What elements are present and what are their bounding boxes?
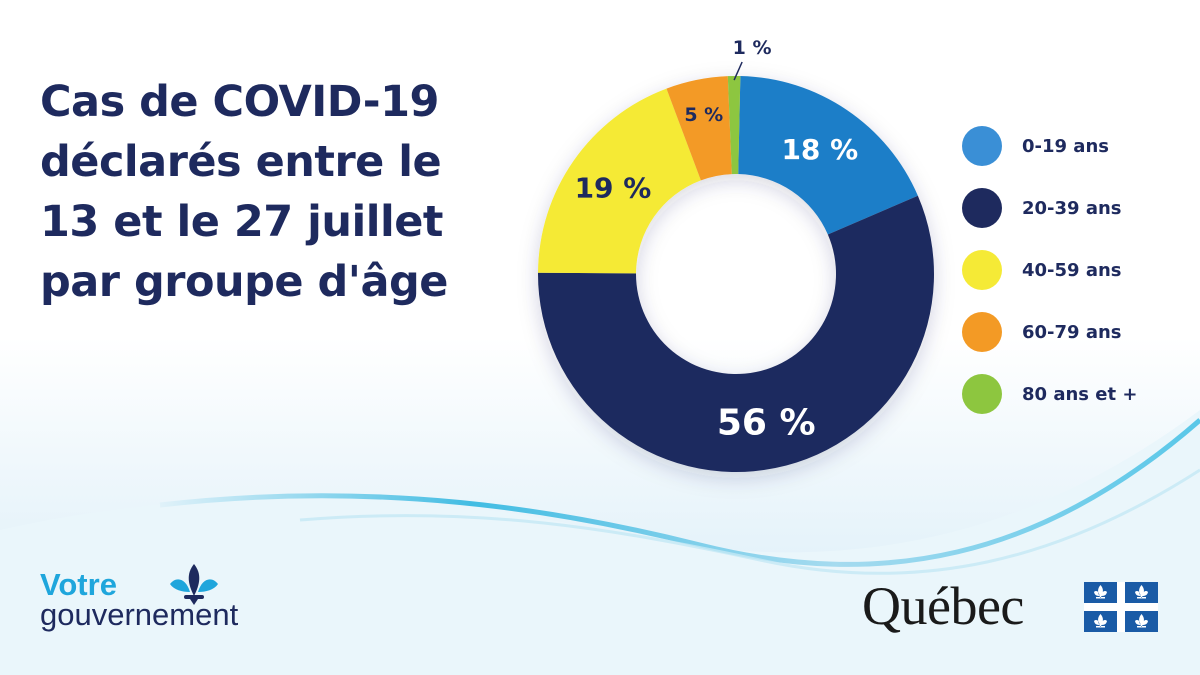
donut-chart: 18 % 56 % 19 % 5 % 1 % — [538, 37, 934, 472]
slice-label-20-39-ans: 56 % — [717, 402, 816, 443]
chart-title-line: par groupe d'âge — [40, 257, 448, 307]
votre-gouvernement-logo: Votre gouvernement — [40, 564, 320, 638]
chart-title-line: Cas de COVID-19 — [40, 77, 439, 127]
slice-leader-line — [733, 61, 743, 81]
legend-swatch — [962, 126, 1002, 166]
slice-label-80-ans-et: 1 % — [733, 37, 772, 59]
gouvernement-text: gouvernement — [40, 597, 239, 632]
chart-title-line: 13 et le 27 juillet — [40, 197, 443, 247]
legend-label: 60-79 ans — [1022, 321, 1122, 343]
legend-swatch — [962, 188, 1002, 228]
legend-label: 0-19 ans — [1022, 135, 1109, 157]
slice-0-19-ans — [738, 76, 918, 235]
quebec-flag-icon — [1084, 582, 1158, 632]
slice-label-60-79-ans: 5 % — [684, 104, 723, 126]
legend-swatch — [962, 250, 1002, 290]
votre-text: Votre — [40, 567, 117, 602]
legend-label: 80 ans et + — [1022, 383, 1138, 405]
legend-label: 20-39 ans — [1022, 197, 1122, 219]
quebec-wordmark: Québec — [862, 576, 1024, 636]
slice-20-39-ans — [538, 195, 934, 472]
legend-item-80-ans-et: 80 ans et + — [962, 372, 1137, 416]
legend-item-20-39-ans: 20-39 ans — [962, 186, 1122, 230]
legend-label: 40-59 ans — [1022, 259, 1122, 281]
donut-slices — [538, 76, 934, 472]
legend-swatch — [962, 374, 1002, 414]
legend-item-0-19-ans: 0-19 ans — [962, 124, 1109, 168]
slice-labels: 18 % 56 % 19 % 5 % 1 % — [575, 37, 859, 443]
legend-swatch — [962, 312, 1002, 352]
slice-label-0-19-ans: 18 % — [781, 133, 858, 166]
fleur-de-lis-icon — [170, 564, 218, 605]
quebec-logo: Québec — [862, 576, 1162, 640]
chart-title-line: déclarés entre le — [40, 137, 442, 187]
slice-label-40-59-ans: 19 % — [575, 172, 652, 205]
legend-item-60-79-ans: 60-79 ans — [962, 310, 1122, 354]
legend-item-40-59-ans: 40-59 ans — [962, 248, 1122, 292]
slice-40-59-ans — [538, 88, 701, 274]
slice-60-79-ans — [666, 76, 732, 181]
slice-80-ans-et — [727, 76, 741, 175]
chart-title: Cas de COVID-19 déclarés entre le 13 et … — [40, 72, 520, 312]
